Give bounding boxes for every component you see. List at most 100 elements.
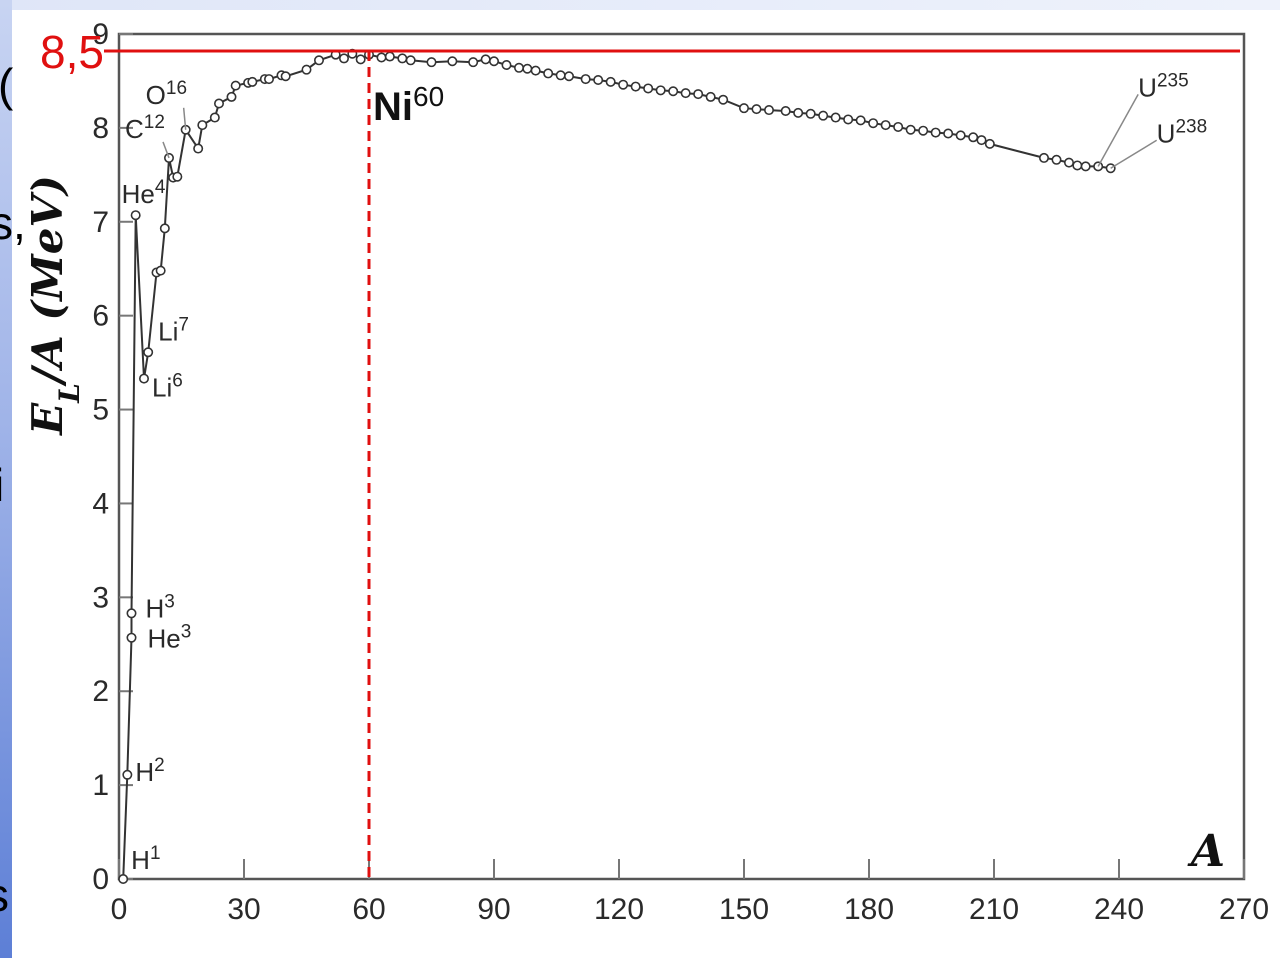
- point-label-element: H: [146, 593, 165, 623]
- x-tick-label: 150: [719, 893, 769, 926]
- point-label: C12: [125, 112, 165, 144]
- x-tick-label: 90: [477, 893, 510, 926]
- data-point: [830, 112, 841, 123]
- point-label-mass-number: 12: [144, 112, 165, 133]
- x-tick-label: 210: [969, 893, 1019, 926]
- data-point: [426, 57, 437, 68]
- data-point: [843, 114, 854, 125]
- label-leader-line: [182, 107, 187, 130]
- data-point: [193, 143, 204, 154]
- data-point: [301, 64, 312, 75]
- cropped-text-fragment: s,: [0, 197, 26, 249]
- data-markers: [118, 48, 1116, 884]
- data-point: [618, 79, 629, 90]
- point-label-mass-number: 16: [166, 78, 187, 99]
- data-point: [226, 91, 237, 102]
- data-point: [976, 135, 987, 146]
- data-point: [818, 110, 829, 121]
- y-tick-label: 6: [92, 300, 109, 333]
- data-point: [159, 223, 170, 234]
- data-point: [1080, 161, 1091, 172]
- data-point: [780, 105, 791, 116]
- reference-lines: 8,5 Ni60: [40, 26, 1240, 879]
- reference-label-element: Ni: [373, 85, 413, 129]
- cropped-text-fragment: s: [0, 872, 9, 918]
- data-point: [118, 873, 129, 884]
- data-point: [905, 124, 916, 135]
- data-point: [214, 98, 225, 109]
- series-line: [122, 52, 1111, 880]
- data-point: [1072, 160, 1083, 171]
- point-label-element: Li: [152, 373, 172, 403]
- y-tick-label: 0: [92, 863, 109, 896]
- data-point: [130, 210, 141, 221]
- label-leader-line: [1110, 139, 1158, 169]
- data-point: [513, 62, 524, 73]
- point-label-mass-number: 2: [154, 755, 165, 776]
- point-label-mass-number: 3: [181, 622, 192, 643]
- point-label: Li6: [152, 371, 183, 403]
- point-label-mass-number: 4: [155, 177, 166, 198]
- y-tick-label: 1: [92, 769, 109, 802]
- slide-top-band: [0, 0, 1280, 10]
- reference-label-horizontal: 8,5: [40, 26, 104, 78]
- data-point: [247, 76, 258, 87]
- data-point: [230, 80, 241, 91]
- data-point: [488, 56, 499, 67]
- y-tick-label: 4: [92, 487, 109, 520]
- point-label: H1: [131, 843, 160, 875]
- data-point: [405, 55, 416, 66]
- data-point: [968, 132, 979, 143]
- data-point: [718, 94, 729, 105]
- x-tick-label: 0: [111, 893, 128, 926]
- point-label-mass-number: 7: [178, 314, 189, 335]
- data-point: [643, 83, 654, 94]
- data-point: [447, 56, 458, 67]
- data-point: [930, 127, 941, 138]
- y-tick-label: 2: [92, 675, 109, 708]
- data-point: [593, 75, 604, 86]
- data-point: [338, 53, 349, 64]
- binding-energy-line: [122, 52, 1111, 880]
- point-label-mass-number: 238: [1175, 116, 1207, 137]
- data-point: [501, 59, 512, 70]
- point-label-element: He: [122, 179, 155, 209]
- data-point: [893, 121, 904, 132]
- point-label: O16: [146, 78, 187, 110]
- data-point: [805, 108, 816, 119]
- x-tick-label: 30: [227, 893, 260, 926]
- data-point: [751, 104, 762, 115]
- data-point: [139, 373, 150, 384]
- x-tick-label: 120: [594, 893, 644, 926]
- label-leader-line: [162, 141, 170, 159]
- data-point: [313, 55, 324, 66]
- data-point: [522, 63, 533, 74]
- y-tick-label: 7: [92, 206, 109, 239]
- data-point: [1064, 157, 1075, 168]
- data-point: [126, 632, 137, 643]
- data-point: [155, 265, 166, 276]
- point-label-mass-number: 3: [164, 591, 175, 612]
- data-point: [738, 103, 749, 114]
- data-point: [605, 76, 616, 87]
- point-label: Li7: [158, 314, 189, 346]
- plot-frame: [117, 32, 1246, 881]
- point-label: U235: [1138, 70, 1188, 102]
- data-point: [855, 115, 866, 126]
- data-point: [880, 120, 891, 131]
- x-axis-label: A: [1187, 826, 1225, 877]
- point-label-mass-number: 235: [1157, 70, 1189, 91]
- data-point: [918, 125, 929, 136]
- point-label-element: He: [148, 624, 181, 654]
- point-label-element: O: [146, 80, 166, 110]
- plot-border: [117, 32, 1246, 881]
- data-point: [263, 74, 274, 85]
- data-point: [655, 85, 666, 96]
- data-point: [143, 347, 154, 358]
- y-tick-label: 5: [92, 394, 109, 427]
- data-point: [763, 105, 774, 116]
- x-tick-label: 180: [844, 893, 894, 926]
